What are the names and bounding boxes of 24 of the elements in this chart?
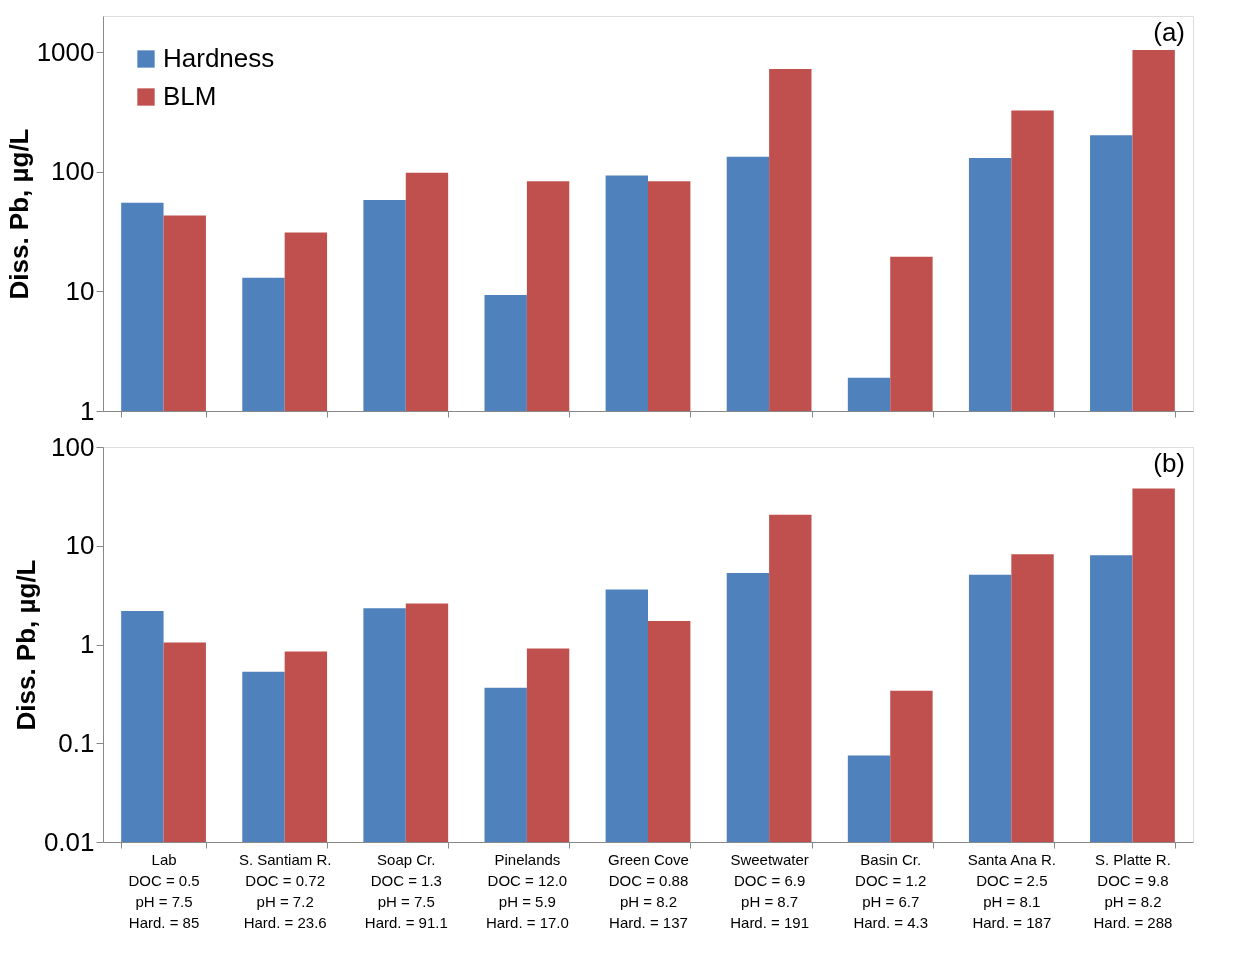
y-axis-title: Diss. Pb, µg/L [10,559,41,731]
y-tick-label: 10 [65,530,95,561]
x-tick-label: Lab DOC = 0.5 pH = 7.5 Hard. = 85 [128,850,200,931]
annotation: (b) [1153,448,1185,478]
x-tick-label: S. Platte R. DOC = 9.8 pH = 8.2 Hard. = 288 [1093,850,1173,931]
y-tick-label: 100 [51,156,95,187]
x-tick-label: Pinelands DOC = 12.0 pH = 5.9 Hard. = 17.0 [485,850,569,931]
y-axis-title: Diss. Pb, µg/L [3,128,34,300]
legend-label: BLM [163,81,217,111]
x-tick-label: S. Santiam R. DOC = 0.72 pH = 7.2 Hard. = 23.6 [238,850,332,931]
y-tick-label: 1 [80,395,95,426]
x-tick-label: Green Cove DOC = 0.88 pH = 8.2 Hard. = 137 [608,850,689,931]
x-tick-label: Basin Cr. DOC = 1.2 pH = 6.7 Hard. = 4.3 [853,850,929,931]
x-tick-label: Sweetwater DOC = 6.9 pH = 8.7 Hard. = 191 [730,850,810,931]
y-tick-label: 100 [51,431,95,462]
y-tick-label: 1 [80,629,95,659]
y-tick-label: 10 [65,275,95,306]
y-tick-label: 0.1 [58,727,95,758]
y-tick-label: 0.01 [43,826,95,857]
x-tick-label: Santa Ana R. DOC = 2.5 pH = 8.1 Hard. = 187 [967,850,1057,931]
annotation: (a) [1153,17,1185,47]
x-tick-label: Soap Cr. DOC = 1.3 pH = 7.5 Hard. = 91.1 [364,850,448,931]
y-tick-label: 1000 [36,36,95,67]
legend-label: Hardness [163,43,275,73]
